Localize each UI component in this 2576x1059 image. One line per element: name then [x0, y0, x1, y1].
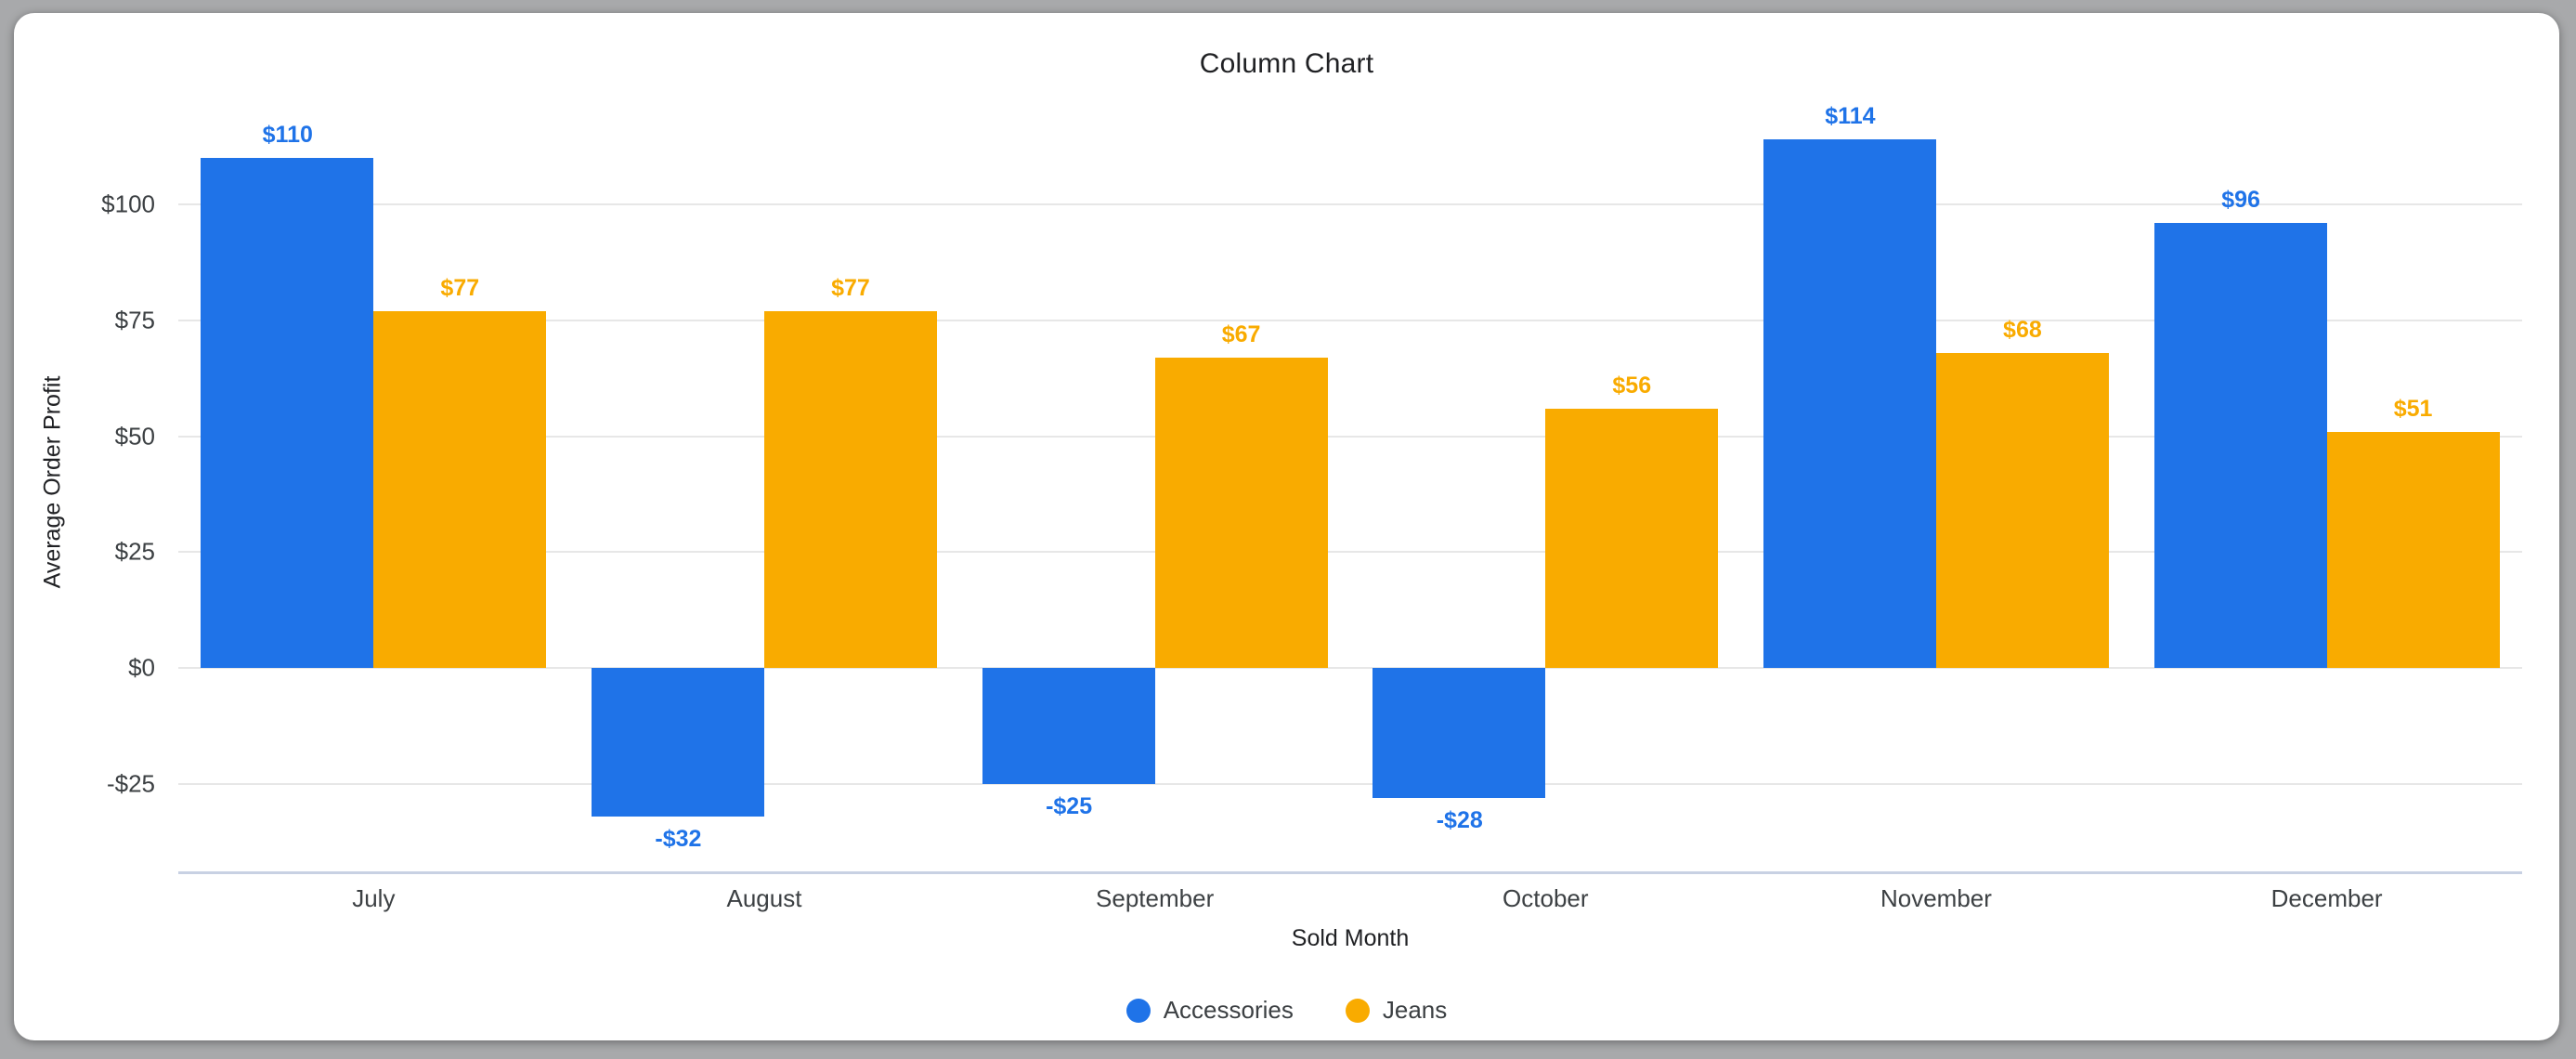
bar-value-label: $51 — [2393, 395, 2433, 422]
y-gridline — [178, 551, 2522, 554]
y-tick-label: -$25 — [106, 769, 155, 798]
bar-value-label: $56 — [1612, 372, 1652, 399]
legend-item-accessories[interactable]: Accessories — [1125, 996, 1294, 1025]
x-tick-label-october: October — [1503, 884, 1589, 912]
plot-area: $110 $77 -$32 $77 -$25 $67 -$28 $56 $114 $68 $96 $5… — [178, 93, 2522, 874]
chart-legend: Accessories Jeans — [14, 996, 2559, 1025]
bar-jeans-december[interactable] — [2326, 431, 2500, 669]
x-tick-label-september: September — [1096, 884, 1215, 912]
x-axis-tick-labels: July August September October November Decemb… — [178, 884, 2522, 913]
bar-jeans-october[interactable] — [1545, 408, 1719, 669]
category-slot-december: $96 $51 — [2131, 93, 2522, 872]
bar-accessories-october[interactable] — [1373, 668, 1546, 799]
legend-label: Jeans — [1382, 996, 1448, 1024]
bar-value-label: $67 — [1221, 320, 1261, 347]
bar-value-label: -$32 — [655, 826, 702, 853]
category-slot-august: -$32 $77 — [569, 93, 960, 872]
y-gridline — [178, 319, 2522, 321]
bar-value-label: $114 — [1825, 102, 1876, 129]
category-slot-october: -$28 $56 — [1350, 93, 1741, 872]
legend-item-jeans[interactable]: Jeans — [1345, 996, 1448, 1025]
y-gridline — [178, 203, 2522, 205]
legend-dot-jeans — [1345, 998, 1370, 1023]
x-tick-label-july: July — [352, 884, 396, 912]
bar-jeans-september[interactable] — [1154, 357, 1328, 669]
y-tick-label: $100 — [101, 190, 155, 218]
legend-dot-accessories — [1125, 998, 1151, 1023]
category-slot-november: $114 $68 — [1741, 93, 2132, 872]
x-axis-title: Sold Month — [1291, 925, 1410, 951]
bar-jeans-november[interactable] — [1935, 352, 2109, 669]
bar-value-label: $96 — [2221, 186, 2260, 213]
y-tick-label: $25 — [114, 537, 155, 566]
bar-accessories-november[interactable] — [1763, 138, 1936, 669]
bar-accessories-september[interactable] — [982, 668, 1155, 785]
y-axis-tick-labels: $100 $75 $50 $25 $0 -$25 — [42, 93, 155, 872]
x-axis-baseline — [178, 871, 2522, 874]
bar-accessories-december[interactable] — [2153, 222, 2327, 669]
bar-jeans-august[interactable] — [763, 310, 937, 669]
bar-value-label: $77 — [831, 274, 870, 301]
bar-jeans-july[interactable] — [373, 310, 547, 669]
bar-value-label: $110 — [262, 121, 313, 148]
x-tick-label-december: December — [2270, 884, 2383, 912]
x-tick-label-august: August — [726, 884, 802, 912]
bar-accessories-august[interactable] — [592, 668, 764, 817]
y-gridline — [178, 783, 2522, 786]
chart-card: Column Chart Average Order Profit $100 $7… — [14, 13, 2559, 1040]
legend-label: Accessories — [1163, 996, 1294, 1024]
bar-accessories-july[interactable] — [201, 157, 374, 669]
y-tick-label: $50 — [114, 422, 155, 451]
category-slot-september: -$25 $67 — [959, 93, 1350, 872]
x-tick-label-november: November — [1880, 884, 1992, 912]
y-gridline — [178, 435, 2522, 438]
category-slot-july: $110 $77 — [178, 93, 569, 872]
bar-value-label: -$25 — [1046, 793, 1093, 820]
bar-groups: $110 $77 -$32 $77 -$25 $67 -$28 $56 $114 $68 $96 $5… — [178, 93, 2522, 872]
bar-value-label: -$28 — [1436, 807, 1483, 834]
y-gridline — [178, 667, 2522, 670]
chart-title: Column Chart — [1199, 48, 1374, 79]
bar-value-label: $68 — [2003, 316, 2042, 343]
y-tick-label: $75 — [114, 306, 155, 334]
bar-value-label: $77 — [440, 274, 480, 301]
y-tick-label: $0 — [128, 653, 155, 682]
